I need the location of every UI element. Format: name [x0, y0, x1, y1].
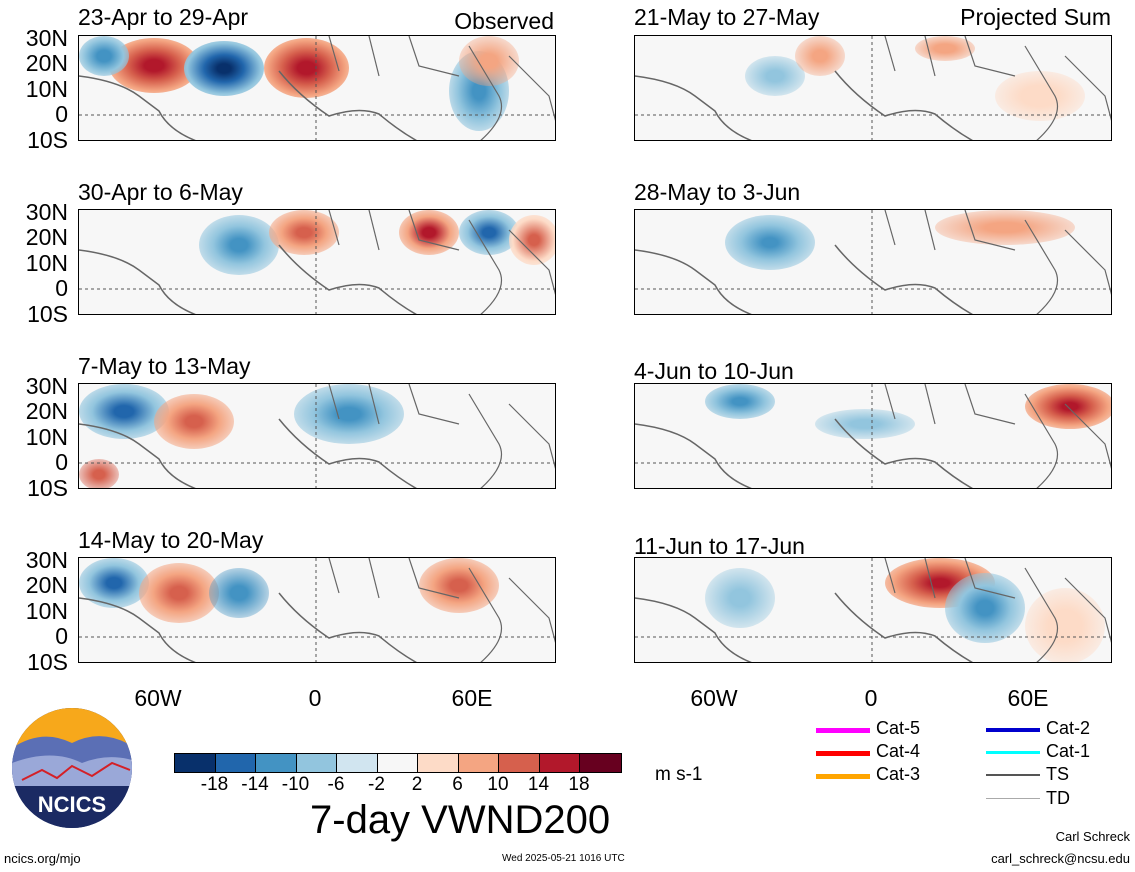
legend-label-cat4: Cat-4	[876, 741, 921, 761]
footer-email: carl_schreck@ncsu.edu	[991, 851, 1130, 866]
legend-line-cat5	[816, 728, 870, 733]
legend-line-cat2	[986, 728, 1040, 732]
lon-label-60e: 60E	[1007, 685, 1049, 711]
legend-label-cat2: Cat-2	[1046, 718, 1091, 738]
lon-label-60e: 60E	[451, 685, 493, 711]
colorbar-tick-label: 10	[487, 774, 509, 795]
legend-label-cat5: Cat-5	[876, 718, 921, 738]
panel-title-3: 30-Apr to 6-May	[78, 179, 243, 205]
lat-label-30n: 30N	[25, 25, 68, 51]
lat-label-0: 0	[55, 275, 68, 301]
colorbar-swatch-0	[175, 754, 216, 772]
colorbar-tick-label: -14	[241, 774, 269, 795]
legend-label-td: TD	[1046, 788, 1070, 808]
colorbar-swatch-4	[337, 754, 378, 772]
lat-label-0: 0	[55, 623, 68, 649]
lat-label-10s: 10S	[27, 301, 68, 327]
lat-label-10s: 10S	[27, 475, 68, 501]
colorbar-swatch-5	[377, 754, 418, 772]
colorbar-swatch-7	[458, 754, 499, 772]
colorbar-swatch-6	[418, 754, 459, 772]
panel-title-1: 23-Apr to 29-Apr	[78, 4, 249, 30]
ncics-logo-text: NCICS	[37, 792, 107, 817]
map-outline-5	[79, 384, 555, 488]
colorbar-swatch-2	[256, 754, 297, 772]
lat-label-10s: 10S	[27, 649, 68, 675]
lat-label-10n: 10N	[25, 250, 68, 276]
colorbar-swatch-3	[296, 754, 337, 772]
lat-label-10n: 10N	[25, 598, 68, 624]
legend-label-ts: TS	[1046, 764, 1070, 784]
colorbar-tick-label: -18	[200, 774, 229, 795]
map-outline-1	[79, 36, 555, 140]
map-panel-6	[634, 383, 1112, 489]
colorbar-swatch-10	[580, 754, 621, 772]
colorbar-swatch-9	[539, 754, 580, 772]
legend-line-cat4	[816, 751, 870, 756]
colorbar-units: m s-1	[655, 764, 703, 785]
lat-label-20n: 20N	[25, 50, 68, 76]
map-outline-4	[635, 210, 1111, 314]
lat-label-10n: 10N	[25, 424, 68, 450]
map-outline-7	[79, 558, 555, 662]
lat-label-20n: 20N	[25, 224, 68, 250]
lon-label-0: 0	[864, 685, 878, 711]
legend-label-cat3: Cat-3	[876, 764, 921, 784]
lat-label-10s: 10S	[27, 127, 68, 153]
map-panel-3	[78, 209, 556, 315]
legend-line-td	[986, 798, 1040, 799]
lon-label-60w: 60W	[690, 685, 738, 711]
legend-line-cat1	[986, 751, 1040, 754]
colorbar-tick-label: -10	[281, 774, 310, 795]
colorbar-tick-label: -6	[327, 774, 345, 795]
map-panel-7	[78, 557, 556, 663]
map-outline-8	[635, 558, 1111, 662]
legend-line-ts	[986, 774, 1040, 776]
colorbar-tick-label: 14	[527, 774, 550, 795]
map-panel-4	[634, 209, 1112, 315]
map-panel-1	[78, 35, 556, 141]
map-outline-3	[79, 210, 555, 314]
main-title: 7-day VWND200	[310, 798, 611, 842]
colorbar-tick-label: 2	[411, 774, 423, 795]
panel-title-4: 28-May to 3-Jun	[634, 179, 801, 205]
colorbar-swatch-8	[499, 754, 540, 772]
panel-title-2: 21-May to 27-May	[634, 4, 820, 30]
legend-label-cat1: Cat-1	[1046, 741, 1091, 761]
footer-website: ncics.org/mjo	[4, 851, 81, 866]
lat-label-10n: 10N	[25, 76, 68, 102]
panel-title-8: 11-Jun to 17-Jun	[634, 533, 805, 559]
footer-timestamp: Wed 2025-05-21 1016 UTC	[502, 853, 625, 864]
legend-line-cat3	[816, 774, 870, 779]
lat-label-30n: 30N	[25, 199, 68, 225]
colorbar-swatch-1	[215, 754, 256, 772]
map-panel-2	[634, 35, 1112, 141]
lat-label-0: 0	[55, 449, 68, 475]
map-panel-8	[634, 557, 1112, 663]
panel-title-7: 14-May to 20-May	[78, 527, 264, 553]
map-outline-2	[635, 36, 1111, 140]
lat-label-30n: 30N	[25, 547, 68, 573]
lon-label-60w: 60W	[134, 685, 182, 711]
lat-label-30n: 30N	[25, 373, 68, 399]
panel-tag-observed: Observed	[454, 8, 554, 34]
colorbar-tick-label: 6	[452, 774, 463, 795]
colorbar-tick-label: 18	[568, 774, 590, 795]
lat-label-0: 0	[55, 101, 68, 127]
lat-label-20n: 20N	[25, 398, 68, 424]
map-panel-5	[78, 383, 556, 489]
ncics-logo: NCICS	[12, 708, 132, 828]
colorbar	[174, 753, 622, 773]
panel-title-6: 4-Jun to 10-Jun	[634, 358, 794, 384]
panel-tag-projected: Projected Sum	[960, 4, 1111, 30]
map-outline-6	[635, 384, 1111, 488]
lon-label-0: 0	[308, 685, 322, 711]
lat-label-20n: 20N	[25, 572, 68, 598]
footer-author: Carl Schreck	[1055, 829, 1130, 844]
panel-title-5: 7-May to 13-May	[78, 353, 251, 379]
colorbar-tick-label: -2	[368, 774, 385, 795]
